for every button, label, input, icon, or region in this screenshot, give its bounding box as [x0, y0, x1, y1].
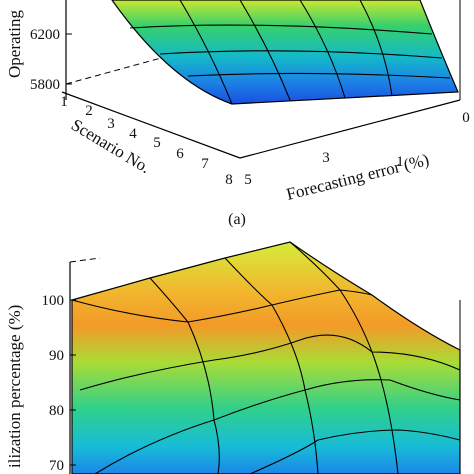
- panel-a-z-ticks: 6200 5800: [30, 27, 72, 93]
- panel-a-y-tick-label: 1: [396, 154, 404, 170]
- panel-a-x-tick-label: 6: [176, 146, 184, 162]
- panel-a-x-ticks: 1 2 3 4 5 6 7 8: [60, 94, 233, 188]
- panel-b-mesh: [71, 241, 461, 474]
- panel-b-z-tick-label: 100: [42, 293, 65, 309]
- panel-a-x-tick-label: 4: [129, 126, 137, 142]
- panel-b-z-tick-label: 70: [49, 458, 64, 474]
- panel-a-y-tick-label: 5: [244, 172, 252, 188]
- panel-a-x-tick-label: 2: [85, 103, 93, 119]
- panel-a-axis-y: [239, 99, 461, 159]
- panel-a-x-tick-label: 1: [60, 94, 68, 110]
- panel-b-z-tick-label: 90: [49, 348, 64, 364]
- panel-a-mesh: [129, 0, 451, 105]
- panel-a: 6200 5800 Operating 1 2 3 4 5 6 7 8 Scen…: [5, 0, 470, 228]
- panel-a-x-tick-label: 3: [107, 116, 115, 132]
- panel-a-axis-x: [61, 91, 241, 159]
- panel-a-z-tick-label: 5800: [30, 77, 60, 93]
- panel-b: 100 90 80 70 ilization percentage (%): [5, 241, 461, 474]
- panel-a-y-axis-title: Forecasting error (%): [284, 150, 431, 204]
- panel-a-z-axis-title: Operating: [5, 10, 24, 78]
- panel-a-y-ticks: 5 3 1 0: [244, 110, 470, 188]
- panel-b-surface: [71, 241, 461, 474]
- panel-a-x-tick-label: 5: [153, 135, 161, 151]
- panel-b-back-edge-dashed: [69, 257, 101, 263]
- panel-b-z-tick-label: 80: [49, 403, 64, 419]
- panel-a-y-tick-label: 0: [462, 110, 470, 126]
- panel-a-x-tick-label: 7: [201, 156, 209, 172]
- panel-b-z-axis-title: ilization percentage (%): [5, 305, 24, 468]
- panel-a-z-tick-label: 6200: [30, 27, 60, 43]
- panel-a-caption: (a): [228, 211, 246, 228]
- panel-a-x-tick-label: 8: [225, 172, 233, 188]
- panel-a-y-tick-label: 3: [322, 150, 330, 166]
- panel-b-z-ticks: 100 90 80 70: [42, 293, 76, 474]
